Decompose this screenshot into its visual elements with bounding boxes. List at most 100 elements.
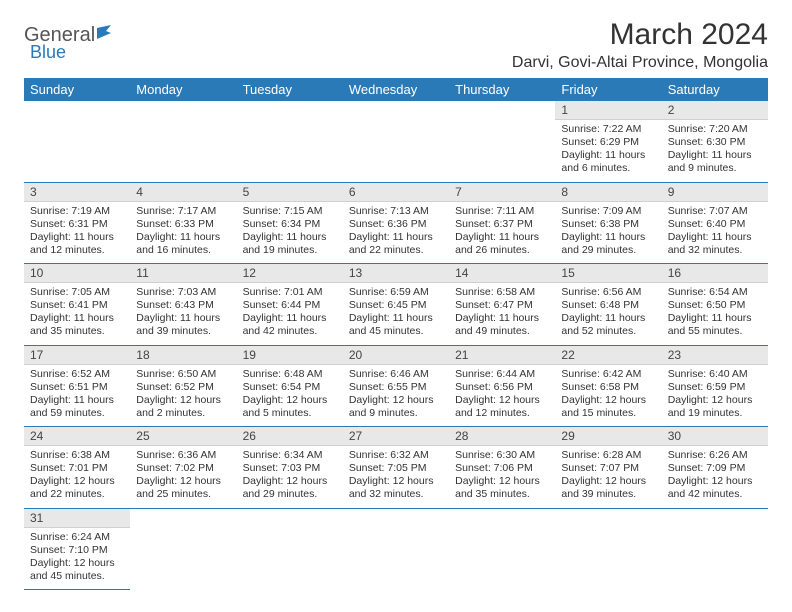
calendar-body: 1Sunrise: 7:22 AMSunset: 6:29 PMDaylight…: [24, 101, 768, 590]
calendar-cell: [449, 508, 555, 590]
day-body: Sunrise: 6:42 AMSunset: 6:58 PMDaylight:…: [555, 365, 661, 427]
day-number: 7: [449, 183, 555, 202]
sunrise-text: Sunrise: 6:42 AM: [561, 368, 655, 381]
sunrise-text: Sunrise: 6:40 AM: [668, 368, 762, 381]
calendar-cell: 26Sunrise: 6:34 AMSunset: 7:03 PMDayligh…: [237, 427, 343, 509]
calendar-cell: [130, 101, 236, 182]
calendar-cell: [237, 101, 343, 182]
calendar-cell: 4Sunrise: 7:17 AMSunset: 6:33 PMDaylight…: [130, 182, 236, 264]
daylight-text: Daylight: 12 hours and 12 minutes.: [455, 394, 549, 420]
calendar-cell: 27Sunrise: 6:32 AMSunset: 7:05 PMDayligh…: [343, 427, 449, 509]
day-body: Sunrise: 6:50 AMSunset: 6:52 PMDaylight:…: [130, 365, 236, 427]
calendar-week: 24Sunrise: 6:38 AMSunset: 7:01 PMDayligh…: [24, 427, 768, 509]
page-header: General March 2024 Darvi, Govi-Altai Pro…: [24, 18, 768, 72]
col-monday: Monday: [130, 78, 236, 101]
sunrise-text: Sunrise: 6:36 AM: [136, 449, 230, 462]
sunset-text: Sunset: 6:52 PM: [136, 381, 230, 394]
day-number: 18: [130, 346, 236, 365]
calendar-week: 17Sunrise: 6:52 AMSunset: 6:51 PMDayligh…: [24, 345, 768, 427]
daylight-text: Daylight: 11 hours and 59 minutes.: [30, 394, 124, 420]
calendar-cell: 15Sunrise: 6:56 AMSunset: 6:48 PMDayligh…: [555, 264, 661, 346]
sunrise-text: Sunrise: 7:05 AM: [30, 286, 124, 299]
day-body: Sunrise: 6:52 AMSunset: 6:51 PMDaylight:…: [24, 365, 130, 427]
sunrise-text: Sunrise: 6:24 AM: [30, 531, 124, 544]
calendar-cell: 22Sunrise: 6:42 AMSunset: 6:58 PMDayligh…: [555, 345, 661, 427]
daylight-text: Daylight: 11 hours and 45 minutes.: [349, 312, 443, 338]
sunrise-text: Sunrise: 7:11 AM: [455, 205, 549, 218]
sunrise-text: Sunrise: 7:03 AM: [136, 286, 230, 299]
day-number: 25: [130, 427, 236, 446]
daylight-text: Daylight: 11 hours and 29 minutes.: [561, 231, 655, 257]
sunset-text: Sunset: 6:34 PM: [243, 218, 337, 231]
col-tuesday: Tuesday: [237, 78, 343, 101]
daylight-text: Daylight: 12 hours and 39 minutes.: [561, 475, 655, 501]
sunset-text: Sunset: 7:07 PM: [561, 462, 655, 475]
daylight-text: Daylight: 11 hours and 55 minutes.: [668, 312, 762, 338]
day-number: 21: [449, 346, 555, 365]
daylight-text: Daylight: 11 hours and 16 minutes.: [136, 231, 230, 257]
sunset-text: Sunset: 6:45 PM: [349, 299, 443, 312]
day-body: Sunrise: 7:09 AMSunset: 6:38 PMDaylight:…: [555, 202, 661, 264]
sunrise-text: Sunrise: 6:50 AM: [136, 368, 230, 381]
day-number: 22: [555, 346, 661, 365]
daylight-text: Daylight: 11 hours and 26 minutes.: [455, 231, 549, 257]
sunset-text: Sunset: 6:37 PM: [455, 218, 549, 231]
day-number: 26: [237, 427, 343, 446]
calendar-cell: [237, 508, 343, 590]
daylight-text: Daylight: 11 hours and 49 minutes.: [455, 312, 549, 338]
day-body: Sunrise: 7:05 AMSunset: 6:41 PMDaylight:…: [24, 283, 130, 345]
day-number: 1: [555, 101, 661, 120]
sunset-text: Sunset: 7:02 PM: [136, 462, 230, 475]
daylight-text: Daylight: 12 hours and 35 minutes.: [455, 475, 549, 501]
daylight-text: Daylight: 11 hours and 52 minutes.: [561, 312, 655, 338]
calendar-cell: 1Sunrise: 7:22 AMSunset: 6:29 PMDaylight…: [555, 101, 661, 182]
calendar-cell: 31Sunrise: 6:24 AMSunset: 7:10 PMDayligh…: [24, 508, 130, 590]
daylight-text: Daylight: 12 hours and 19 minutes.: [668, 394, 762, 420]
sunset-text: Sunset: 6:38 PM: [561, 218, 655, 231]
sunset-text: Sunset: 6:55 PM: [349, 381, 443, 394]
day-body: Sunrise: 6:44 AMSunset: 6:56 PMDaylight:…: [449, 365, 555, 427]
calendar-week: 31Sunrise: 6:24 AMSunset: 7:10 PMDayligh…: [24, 508, 768, 590]
calendar-week: 1Sunrise: 7:22 AMSunset: 6:29 PMDaylight…: [24, 101, 768, 182]
daylight-text: Daylight: 11 hours and 6 minutes.: [561, 149, 655, 175]
day-number: 13: [343, 264, 449, 283]
sunrise-text: Sunrise: 6:56 AM: [561, 286, 655, 299]
sunrise-text: Sunrise: 6:48 AM: [243, 368, 337, 381]
day-body: Sunrise: 7:15 AMSunset: 6:34 PMDaylight:…: [237, 202, 343, 264]
sunrise-text: Sunrise: 6:30 AM: [455, 449, 549, 462]
calendar-cell: [343, 101, 449, 182]
sunrise-text: Sunrise: 6:58 AM: [455, 286, 549, 299]
day-body: Sunrise: 6:40 AMSunset: 6:59 PMDaylight:…: [662, 365, 768, 427]
sunset-text: Sunset: 6:36 PM: [349, 218, 443, 231]
sunrise-text: Sunrise: 6:44 AM: [455, 368, 549, 381]
col-saturday: Saturday: [662, 78, 768, 101]
calendar-cell: 2Sunrise: 7:20 AMSunset: 6:30 PMDaylight…: [662, 101, 768, 182]
calendar-cell: 21Sunrise: 6:44 AMSunset: 6:56 PMDayligh…: [449, 345, 555, 427]
day-number: 3: [24, 183, 130, 202]
calendar-cell: [24, 101, 130, 182]
daylight-text: Daylight: 12 hours and 22 minutes.: [30, 475, 124, 501]
day-body: Sunrise: 7:17 AMSunset: 6:33 PMDaylight:…: [130, 202, 236, 264]
calendar-cell: [343, 508, 449, 590]
logo-text-2: Blue: [30, 42, 66, 63]
sunrise-text: Sunrise: 6:54 AM: [668, 286, 762, 299]
day-number: 6: [343, 183, 449, 202]
sunset-text: Sunset: 6:33 PM: [136, 218, 230, 231]
calendar-cell: 5Sunrise: 7:15 AMSunset: 6:34 PMDaylight…: [237, 182, 343, 264]
sunset-text: Sunset: 7:09 PM: [668, 462, 762, 475]
day-number: 30: [662, 427, 768, 446]
sunset-text: Sunset: 7:10 PM: [30, 544, 124, 557]
calendar-cell: 12Sunrise: 7:01 AMSunset: 6:44 PMDayligh…: [237, 264, 343, 346]
day-number: 23: [662, 346, 768, 365]
sunset-text: Sunset: 6:54 PM: [243, 381, 337, 394]
day-number: 16: [662, 264, 768, 283]
sunset-text: Sunset: 6:44 PM: [243, 299, 337, 312]
sunset-text: Sunset: 6:31 PM: [30, 218, 124, 231]
col-sunday: Sunday: [24, 78, 130, 101]
sunrise-text: Sunrise: 6:26 AM: [668, 449, 762, 462]
day-number: 17: [24, 346, 130, 365]
title-block: March 2024 Darvi, Govi-Altai Province, M…: [512, 18, 768, 72]
sunset-text: Sunset: 7:05 PM: [349, 462, 443, 475]
day-number: 15: [555, 264, 661, 283]
sunrise-text: Sunrise: 6:34 AM: [243, 449, 337, 462]
